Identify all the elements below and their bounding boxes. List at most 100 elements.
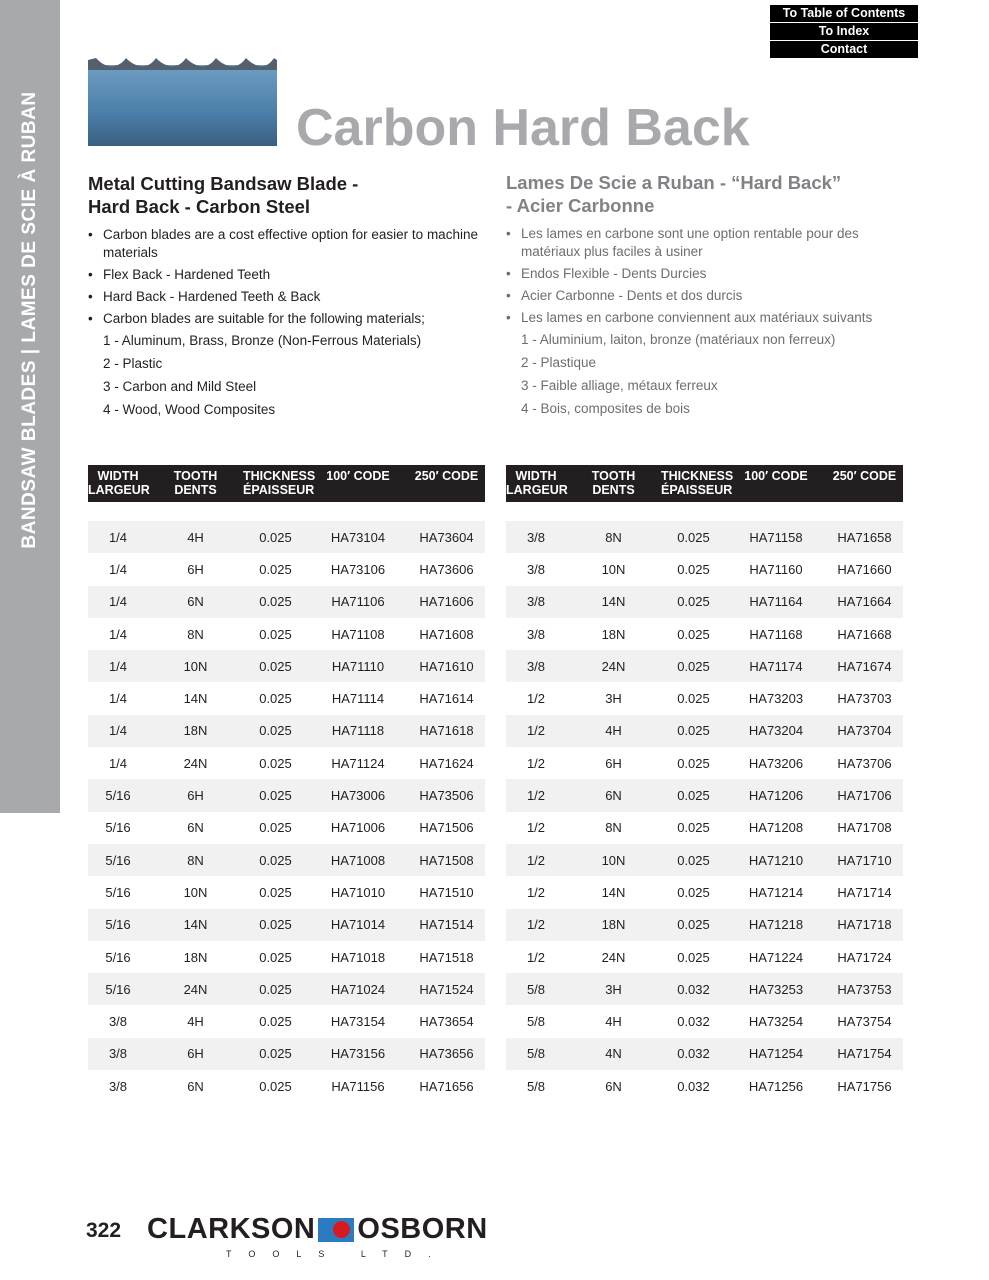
table-cell: HA71124 <box>331 755 385 771</box>
table-cell: HA71610 <box>419 658 474 674</box>
table-cell: 4H <box>605 1014 622 1030</box>
table-cell: 8N <box>605 529 622 545</box>
table-cell: HA71668 <box>837 626 892 642</box>
table-cell: HA71206 <box>748 788 804 804</box>
table-cell: 3H <box>605 691 622 707</box>
table-cell: HA71256 <box>748 1078 804 1094</box>
list-item: Hard Back - Hardened Teeth & Back <box>88 288 478 306</box>
table-cell: HA71510 <box>419 884 474 900</box>
table-cell: 0.025 <box>259 1014 292 1030</box>
column-header: 250′ CODE <box>832 469 897 483</box>
table-cell: 10N <box>183 884 208 900</box>
table-cell: 18N <box>183 723 208 739</box>
footer: 322 CLARKSON OSBORN TOOLS LTD. <box>86 1213 488 1259</box>
table-cell: 24N <box>601 949 626 965</box>
table-cell: 1/4 <box>108 594 128 610</box>
table-cell: 6N <box>605 1078 622 1094</box>
table-cell: HA71224 <box>748 949 804 965</box>
french-description: Lames De Scie a Ruban - “Hard Back” - Aci… <box>506 171 896 423</box>
table-row: 5/16 18N 0.025 HA71018 HA71518 <box>88 941 485 973</box>
bandsaw-blade-image <box>88 58 277 146</box>
logo-mark-icon <box>318 1217 355 1242</box>
table-row: 1/2 4H 0.025 HA73204 HA73704 <box>506 714 903 748</box>
table-cell: HA71624 <box>419 755 474 771</box>
table-row: 3/8 8N 0.025 HA71158 HA71658 <box>506 521 903 554</box>
table-cell: HA71608 <box>419 626 474 642</box>
table-cell: 3/8 <box>526 658 546 674</box>
table-row: 1/4 10N 0.025 HA71110 HA71610 <box>88 650 485 683</box>
table-row: 1/4 6H 0.025 HA73106 HA73606 <box>88 553 485 585</box>
table-cell: 24N <box>183 981 208 997</box>
table-cell: HA71724 <box>837 949 892 965</box>
table-cell: HA73704 <box>837 723 892 739</box>
table-row: 5/16 10N 0.025 HA71010 HA71510 <box>88 876 485 908</box>
table-row: 5/16 6H 0.025 HA73006 HA73506 <box>88 779 485 812</box>
english-description: Metal Cutting Bandsaw Blade - Hard Back -… <box>88 172 478 424</box>
table-cell: HA73506 <box>419 788 474 804</box>
table-cell: 0.025 <box>677 594 710 610</box>
table-cell: HA73606 <box>419 561 474 577</box>
table-cell: 3/8 <box>108 1014 128 1030</box>
table-cell: 1/4 <box>108 529 128 545</box>
table-row: 1/2 18N 0.025 HA71218 HA71718 <box>506 908 903 941</box>
table-row: 1/2 8N 0.025 HA71208 HA71708 <box>506 812 903 844</box>
table-row: 5/16 24N 0.025 HA71024 HA71524 <box>88 973 485 1006</box>
table-cell: 0.025 <box>259 852 292 868</box>
table-cell: HA71114 <box>331 691 385 707</box>
table-cell: HA71160 <box>749 561 803 577</box>
table-cell: 0.025 <box>259 981 292 997</box>
table-cell: 1/2 <box>526 917 546 933</box>
table-cell: 0.025 <box>259 884 292 900</box>
list-item: 2 - Plastic <box>103 356 163 371</box>
to-index-link[interactable]: To Index <box>770 23 918 40</box>
table-cell: HA73703 <box>837 691 892 707</box>
table-cell: 0.025 <box>259 755 292 771</box>
list-item: 3 - Carbon and Mild Steel <box>103 379 257 394</box>
table-row: 5/8 3H 0.032 HA73253 HA73753 <box>506 973 903 1006</box>
table-cell: HA71018 <box>330 949 386 965</box>
table-cell: 0.025 <box>259 658 292 674</box>
list-item: Carbon blades are a cost effective optio… <box>88 226 478 262</box>
table-row: 1/4 24N 0.025 HA71124 HA71624 <box>88 747 485 779</box>
list-item: Carbon blades are suitable for the follo… <box>88 310 478 328</box>
table-cell: 0.025 <box>259 723 292 739</box>
table-cell: 0.025 <box>259 820 292 836</box>
list-item: 3 - Faible alliage, métaux ferreux <box>521 378 718 393</box>
page-title: Carbon Hard Back <box>296 99 750 157</box>
table-row: 5/8 6N 0.032 HA71256 HA71756 <box>506 1070 903 1102</box>
brand-logo: CLARKSON OSBORN <box>147 1213 488 1245</box>
table-cell: HA73656 <box>419 1046 474 1062</box>
table-row: 3/8 6H 0.025 HA73156 HA73656 <box>88 1037 485 1071</box>
table-cell: 5/8 <box>526 981 546 997</box>
table-cell: 18N <box>601 626 626 642</box>
table-cell: 0.032 <box>677 1078 710 1094</box>
table-cell: HA71710 <box>837 852 892 868</box>
table-cell: 1/2 <box>526 820 546 836</box>
list-item: 2 - Plastique <box>521 355 597 370</box>
table-cell: HA73754 <box>837 1014 892 1030</box>
table-cell: 10N <box>183 658 208 674</box>
table-cell: HA71014 <box>330 917 386 933</box>
table-cell: 0.025 <box>677 852 710 868</box>
table-cell: 1/2 <box>526 949 546 965</box>
product-table-right: WIDTH LARGEUR TOOTH DENTS THICKNESS ÉPAISSEUR… <box>506 465 903 1102</box>
table-cell: 4H <box>187 1014 204 1030</box>
table-cell: 1/4 <box>108 755 128 771</box>
table-cell: 0.025 <box>677 691 710 707</box>
table-cell: 0.025 <box>259 626 292 642</box>
table-cell: 14N <box>601 884 626 900</box>
table-cell: HA73706 <box>837 755 892 771</box>
table-cell: 3/8 <box>526 626 546 642</box>
column-header: THICKNESS ÉPAISSEUR <box>243 469 316 497</box>
table-cell: 3/8 <box>526 594 546 610</box>
contact-link[interactable]: Contact <box>770 41 918 58</box>
column-header: 100′ CODE <box>744 469 808 483</box>
table-cell: HA71106 <box>331 594 385 610</box>
table-cell: 0.025 <box>677 788 710 804</box>
table-row: 3/8 4H 0.025 HA73154 HA73654 <box>88 1005 485 1037</box>
table-cell: 4N <box>605 1046 622 1062</box>
to-table-of-contents-link[interactable]: To Table of Contents <box>770 5 918 22</box>
table-cell: HA71718 <box>837 917 892 933</box>
table-cell: 3/8 <box>526 561 546 577</box>
table-cell: HA71158 <box>749 529 803 545</box>
